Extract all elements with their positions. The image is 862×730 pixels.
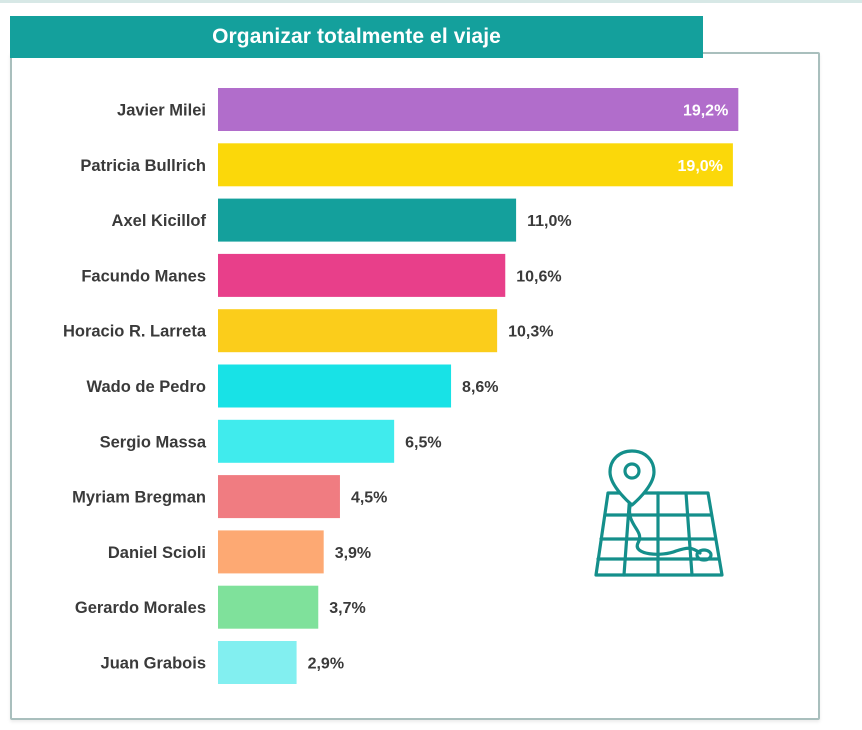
- chart-title: Organizar totalmente el viaje: [10, 16, 703, 58]
- bar-gerardo-morales: [218, 585, 319, 629]
- value-label: 4,5%: [351, 490, 387, 507]
- category-label: Patricia Bullrich: [80, 157, 206, 175]
- value-label: 10,3%: [508, 324, 553, 341]
- bar-patricia-bullrich: [218, 143, 733, 187]
- map-with-location-pin-icon: [594, 449, 724, 577]
- bar-horacio-r-larreta: [218, 309, 498, 353]
- category-label: Juan Grabois: [101, 655, 206, 673]
- bar-javier-milei: [218, 88, 739, 131]
- value-label: 19,0%: [678, 158, 723, 175]
- category-label: Horacio R. Larreta: [63, 323, 207, 341]
- value-label: 3,9%: [335, 545, 371, 562]
- category-label: Sergio Massa: [100, 433, 207, 451]
- category-label: Wado de Pedro: [87, 378, 206, 396]
- value-label: 2,9%: [308, 656, 344, 673]
- bar-axel-kicillof: [218, 198, 517, 242]
- value-label: 8,6%: [462, 379, 498, 396]
- top-rule: [0, 0, 862, 3]
- bar-juan-grabois: [218, 641, 297, 684]
- bar-myriam-bregman: [218, 475, 340, 519]
- value-label: 11,0%: [527, 213, 571, 230]
- category-label: Gerardo Morales: [75, 599, 206, 617]
- value-label: 10,6%: [516, 268, 561, 285]
- category-label: Axel Kicillof: [112, 212, 207, 230]
- category-label: Daniel Scioli: [108, 544, 206, 562]
- category-label: Myriam Bregman: [72, 489, 206, 507]
- category-label: Facundo Manes: [81, 267, 206, 285]
- value-label: 6,5%: [405, 434, 441, 451]
- value-label: 19,2%: [683, 103, 728, 120]
- bar-sergio-massa: [218, 419, 395, 463]
- value-label: 3,7%: [329, 600, 365, 617]
- bar-wado-de-pedro: [218, 364, 452, 408]
- category-label: Javier Milei: [117, 102, 206, 120]
- bar-facundo-manes: [218, 253, 506, 297]
- bar-daniel-scioli: [218, 530, 324, 574]
